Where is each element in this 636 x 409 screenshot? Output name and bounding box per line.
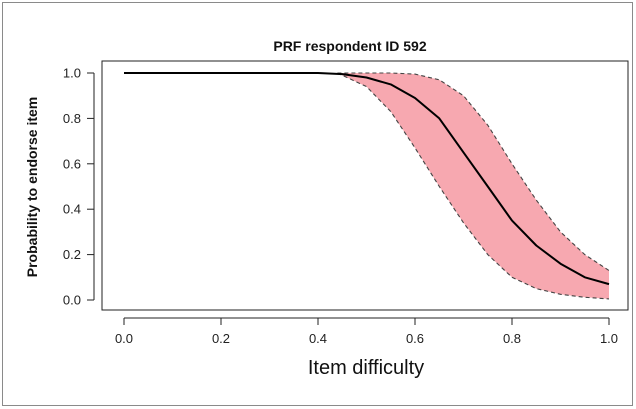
y-tick-label: 0.0 [63,293,81,308]
y-tick-label: 0.6 [63,156,81,171]
x-axis: 0.0 0.2 0.4 0.6 0.8 1.0 [115,317,618,346]
confidence-band [337,73,609,299]
band-upper-edge [337,72,610,271]
x-axis-label: Item difficulty [308,357,424,379]
x-tick-label: 0.2 [212,331,230,346]
y-axis: 0.0 0.2 0.4 0.6 0.8 1.0 [63,66,95,308]
x-tick-label: 0.4 [309,331,327,346]
series-line-0 [124,72,610,286]
y-tick-label: 0.2 [63,247,81,262]
y-tick-label: 0.8 [63,111,81,126]
plot-area [101,60,629,311]
x-tick-label: 0.6 [406,331,424,346]
y-tick-label: 1.0 [63,66,81,81]
band-lower-edge [337,72,610,300]
y-axis-label: Probability to endorse item [24,97,40,277]
x-tick-label: 0.0 [115,331,133,346]
plot-border [101,60,629,311]
x-tick-label: 1.0 [600,331,618,346]
chart-title: PRF respondent ID 592 [273,38,426,54]
y-tick-label: 0.4 [63,202,81,217]
x-tick-label: 0.8 [503,331,521,346]
